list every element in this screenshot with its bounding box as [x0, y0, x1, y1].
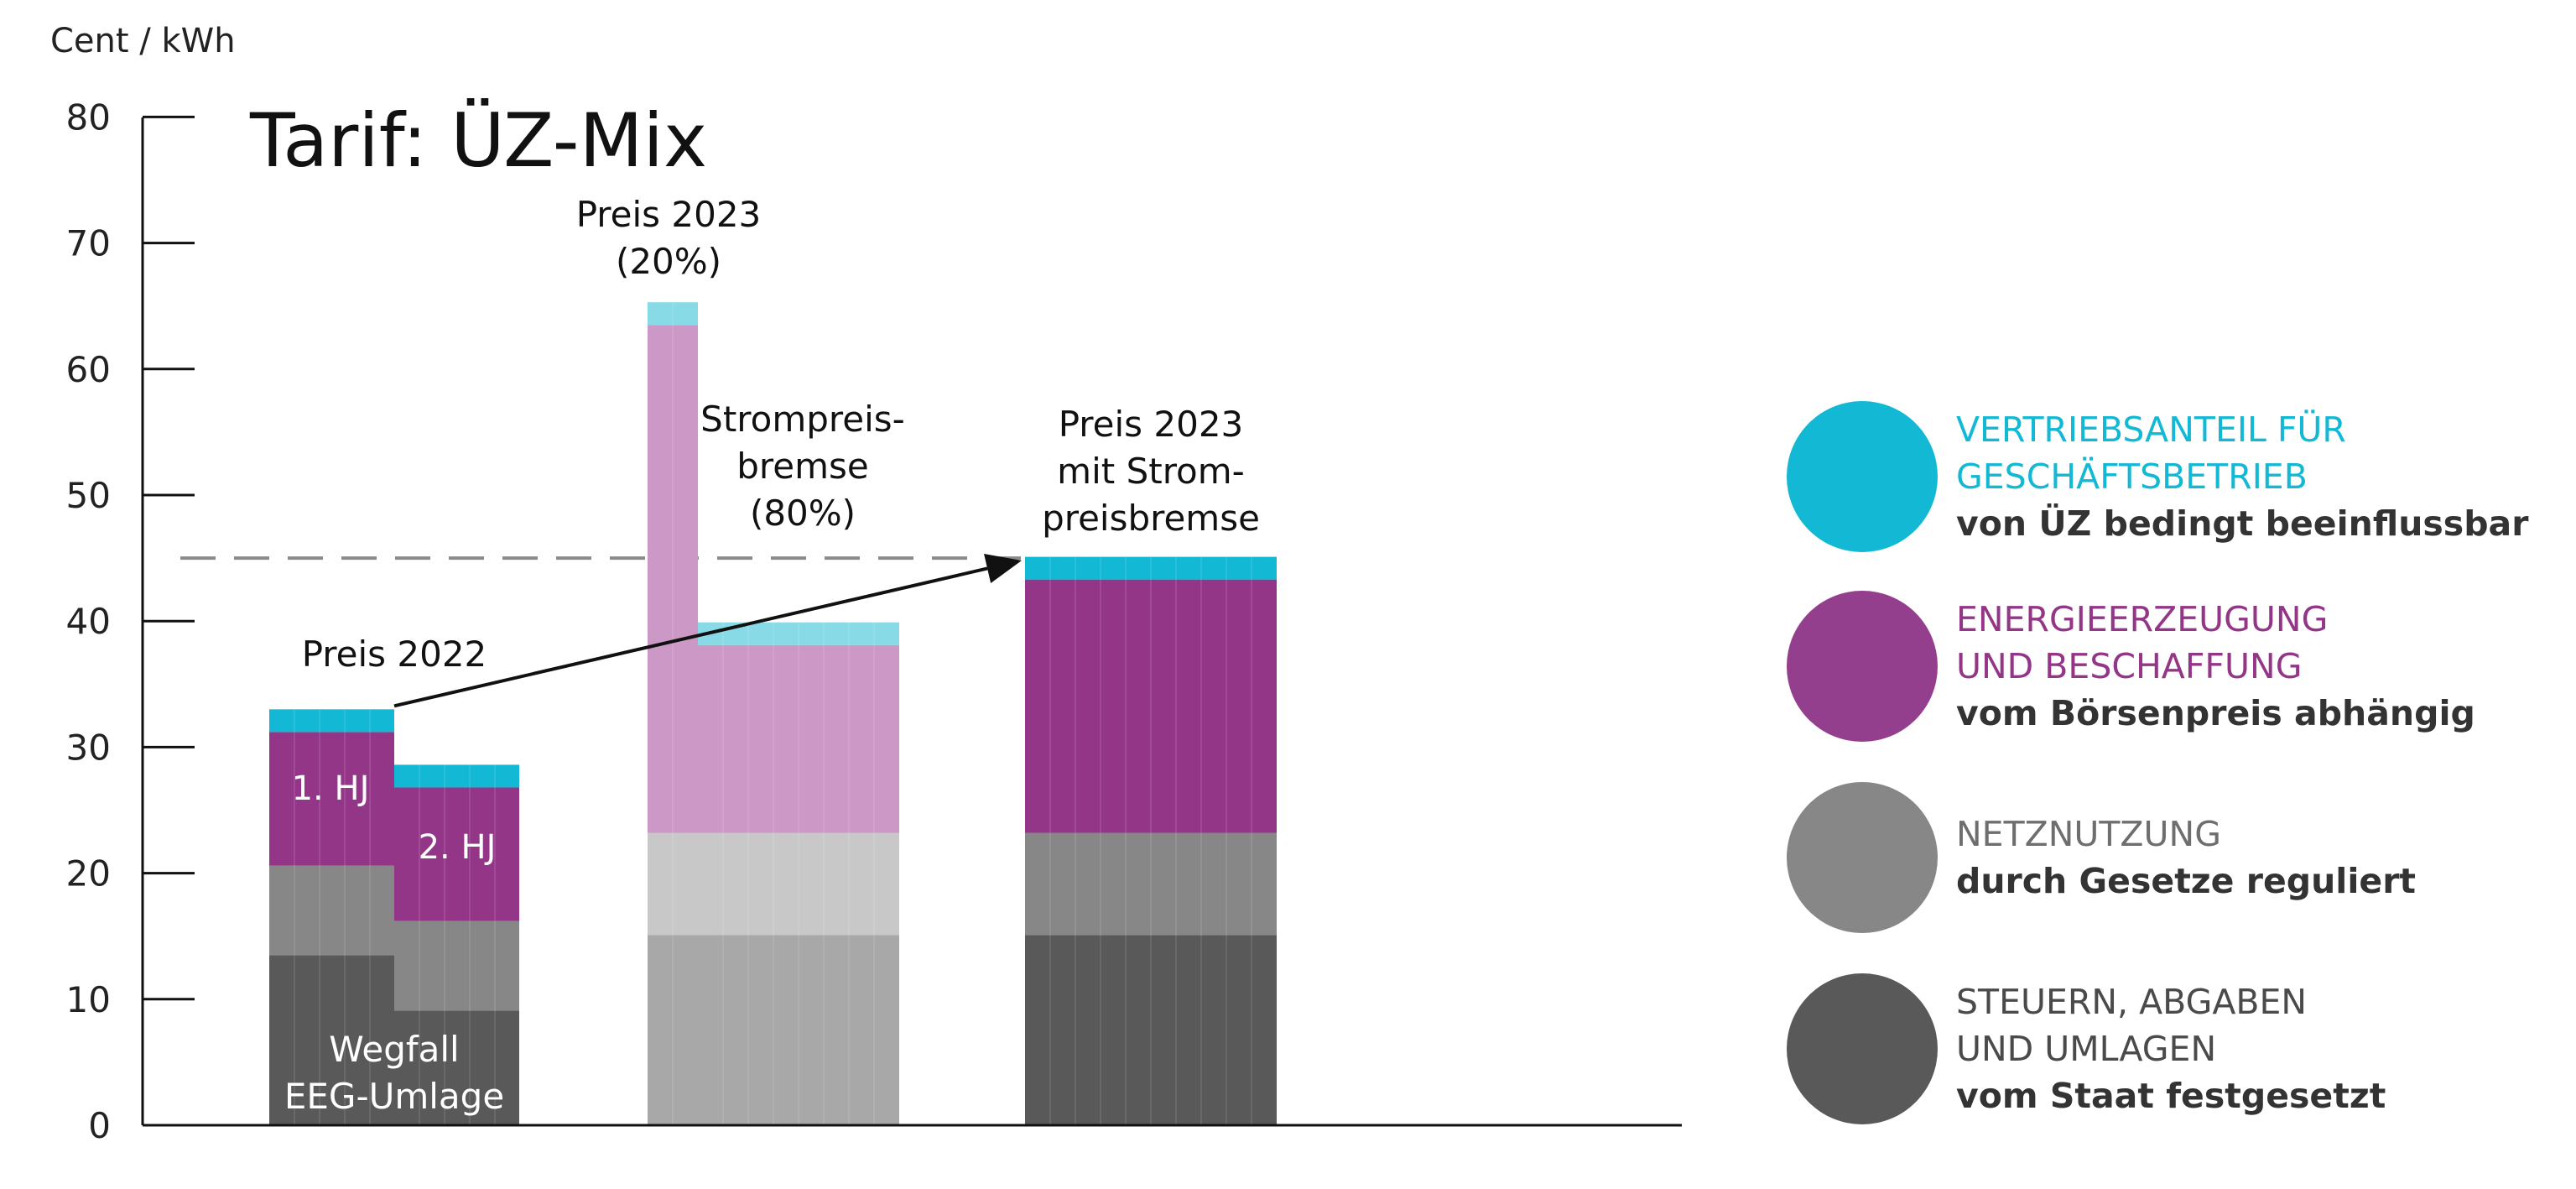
bar-2-segment-3 [394, 787, 519, 921]
legend-subtitle: von ÜZ bedingt beeinflussbar [1956, 503, 2529, 544]
legend-subtitle: vom Börsenpreis abhängig [1956, 693, 2475, 733]
y-tick-label-60: 60 [66, 349, 111, 390]
y-tick-label-80: 80 [66, 96, 111, 138]
bar-5-segment-2 [1025, 832, 1277, 936]
bar-2-segment-2 [394, 920, 519, 1011]
y-tick-label-30: 30 [66, 727, 111, 768]
bar-1-segment-1 [269, 955, 394, 1125]
y-axis-label: Cent / kWh [50, 22, 236, 60]
bars [269, 302, 1277, 1125]
legend-title: GESCHÄFTSBETRIEB [1956, 456, 2308, 497]
annotations: Preis 2022 Preis 2023 (20%) Strompreis-brem… [284, 194, 1260, 1117]
label-wegfall-eeg: Wegfall EEG-Umlage [284, 1029, 504, 1117]
bar-5 [1025, 556, 1277, 1125]
bar-4-segment-3 [698, 644, 899, 833]
trend-arrow-head [984, 553, 1022, 584]
legend-swatch [1787, 401, 1938, 552]
bar-2 [394, 764, 519, 1125]
label-preis-2023: Preis 2023 (20%) [576, 194, 762, 282]
legend-swatch [1787, 973, 1938, 1124]
legend-title: UND BESCHAFFUNG [1956, 646, 2303, 686]
bar-3-segment-2 [648, 832, 698, 936]
legend-subtitle: vom Staat festgesetzt [1956, 1076, 2386, 1116]
y-tick-label-40: 40 [66, 601, 111, 642]
legend-title: UND UMLAGEN [1956, 1029, 2217, 1069]
bar-5-segment-3 [1025, 579, 1277, 833]
bar-3-segment-1 [648, 935, 698, 1125]
bar-4-segment-2 [698, 832, 899, 936]
y-tick-label-20: 20 [66, 853, 111, 894]
chart-title: Tarif: ÜZ-Mix [249, 97, 707, 184]
label-strompreisbremse: Strompreis-bremse (80%) [700, 399, 905, 534]
bar-2-segment-4 [394, 764, 519, 788]
bar-5-segment-1 [1025, 935, 1277, 1125]
y-tick-label-0: 0 [88, 1105, 111, 1146]
legend-title: NETZNUTZUNG [1956, 814, 2221, 854]
legend-title: ENERGIEERZEUGUNG [1956, 599, 2329, 639]
bar-1-segment-3 [269, 732, 394, 866]
legend-subtitle: durch Gesetze reguliert [1956, 861, 2417, 901]
y-tick-label-10: 10 [66, 979, 111, 1020]
legend-swatch [1787, 591, 1938, 742]
bar-4 [698, 622, 899, 1125]
bar-1 [269, 709, 394, 1125]
bar-3-segment-3 [648, 325, 698, 833]
label-preis-mit-bremse: Preis 2023 mit Strom-preisbremse [1042, 404, 1260, 539]
bar-5-segment-4 [1025, 556, 1277, 580]
bar-3 [648, 302, 698, 1125]
bar-2-segment-1 [394, 1010, 519, 1125]
trend-arrow-line [393, 566, 988, 708]
bar-1-segment-2 [269, 865, 394, 956]
bar-1-segment-4 [269, 709, 394, 733]
legend-title: VERTRIEBSANTEIL FÜR [1956, 409, 2346, 450]
y-tick-label-70: 70 [66, 223, 111, 264]
legend-swatch [1787, 782, 1938, 933]
bar-4-segment-1 [698, 935, 899, 1125]
y-axis: 0 10 20 30 40 50 60 70 80 [66, 96, 195, 1146]
y-tick-label-50: 50 [66, 475, 111, 516]
bar-3-segment-4 [648, 302, 698, 326]
price-chart: Cent / kWh Tarif: ÜZ-Mix 0 10 20 30 40 50 60 70… [50, 22, 1682, 1146]
legend-title: STEUERN, ABGABEN [1956, 982, 2308, 1022]
label-preis-2022: Preis 2022 [302, 634, 487, 675]
label-2-hj: 2. HJ [419, 828, 497, 867]
label-1-hj: 1. HJ [292, 769, 370, 808]
